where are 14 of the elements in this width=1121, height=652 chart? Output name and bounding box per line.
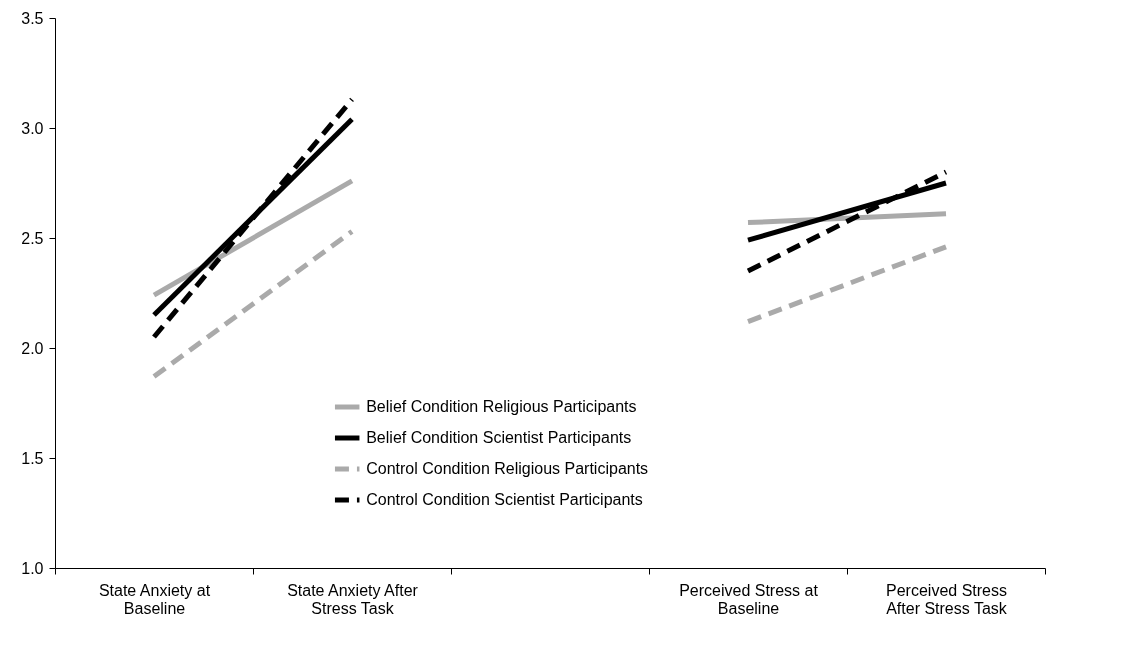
y-tick-label: 1.5 xyxy=(21,449,44,467)
x-tick-label: State Anxiety After Stress Task xyxy=(287,581,419,617)
y-tick-label: 3.5 xyxy=(21,9,44,27)
x-tick-label: Perceived Stress After Stress Task xyxy=(886,581,1008,617)
x-tick-label: State Anxiety at Baseline xyxy=(98,581,211,617)
y-tick-label: 3.0 xyxy=(21,119,44,137)
legend-label: Control Condition Scientist Participants xyxy=(366,491,643,508)
legend-label: Belief Condition Religious Participants xyxy=(366,398,637,415)
y-tick-label: 2.0 xyxy=(21,339,44,357)
y-tick-label: 2.5 xyxy=(21,229,44,247)
legend-label: Control Condition Religious Participants xyxy=(366,460,649,477)
y-tick-label: 1.0 xyxy=(21,559,44,577)
legend-label: Belief Condition Scientist Participants xyxy=(366,429,632,446)
x-tick-label: Perceived Stress at Baseline xyxy=(679,581,819,617)
